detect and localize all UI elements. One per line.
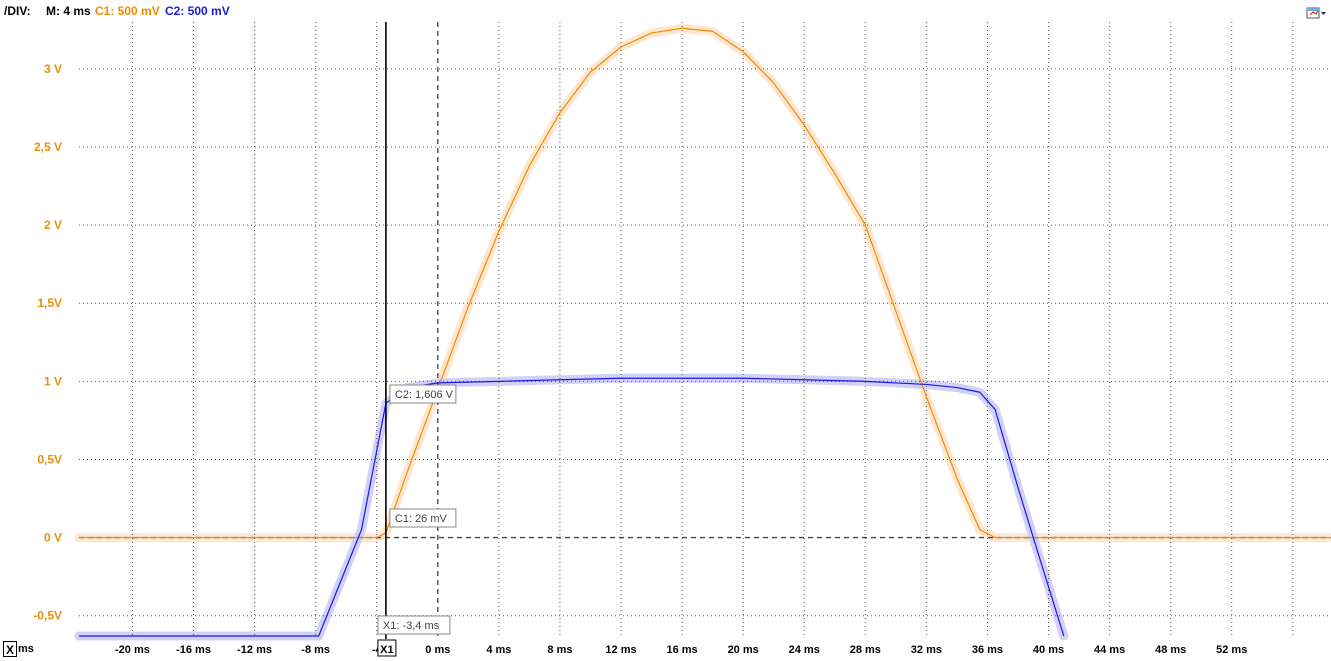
x-tick-label: 0 ms [425,644,450,656]
plot-grid [79,22,1331,636]
cursor-readout-c1-box [389,508,457,528]
x-tick-label: 24 ms [789,644,820,656]
x-tick-label: -4 [372,644,383,656]
x-axis-corner-unit: ms [18,643,34,655]
display-menu-icon[interactable] [1305,4,1327,20]
x-axis-corner-label[interactable]: X [3,641,17,657]
x-tick-label: -8 ms [301,644,330,656]
x-tick-label: 48 ms [1155,644,1186,656]
div-label: /DIV: [4,4,31,18]
trace-band-c1 [74,23,1331,543]
y-tick-label: 1,5V [37,296,62,310]
x-tick-label: 12 ms [605,644,636,656]
y-tick-label: 2 V [44,218,62,232]
x-tick-label: 52 ms [1216,644,1247,656]
x-tick-label: 16 ms [666,644,697,656]
cursor-readout-x1-box [377,615,451,635]
y-tick-label: 0 V [44,531,62,545]
trace-band-c2 [74,373,1069,641]
x-tick-label: 8 ms [547,644,572,656]
cursor-readout-c1: C1: 26 mV [395,513,448,525]
x-tick-label: 36 ms [972,644,1003,656]
cursor-readout-x1: X1: -3,4 ms [383,620,440,632]
x-tick-label: 44 ms [1094,644,1125,656]
y-tick-label: 3 V [44,62,62,76]
y-tick-label: 1 V [44,374,62,388]
timebase-label: M: 4 ms [46,4,91,18]
y-tick-label: 0,5V [37,452,62,466]
x-tick-label: 28 ms [850,644,881,656]
trace-c2[interactable] [79,377,1065,637]
x-tick-label: 40 ms [1033,644,1064,656]
x-tick-label: -20 ms [115,644,150,656]
y-tick-label: -0,5V [33,609,62,623]
x-tick-label: 4 ms [486,644,511,656]
ch2-scale-label[interactable]: C2: 500 mV [165,4,230,18]
x-tick-label: -16 ms [176,644,211,656]
x-tick-label: 32 ms [911,644,942,656]
cursor-x1-handle-label: X1 [380,644,393,656]
x-tick-label: -12 ms [237,644,272,656]
x-tick-label: 20 ms [728,644,759,656]
cursor-readout-c2: C2: 1,606 V [395,389,454,401]
cursor-readout-c2-box [389,384,457,404]
cursor-x1-handle[interactable] [377,639,397,657]
y-tick-label: 2,5 V [34,140,62,154]
trace-c1[interactable] [79,27,1331,539]
ch1-scale-label[interactable]: C1: 500 mV [95,4,160,18]
